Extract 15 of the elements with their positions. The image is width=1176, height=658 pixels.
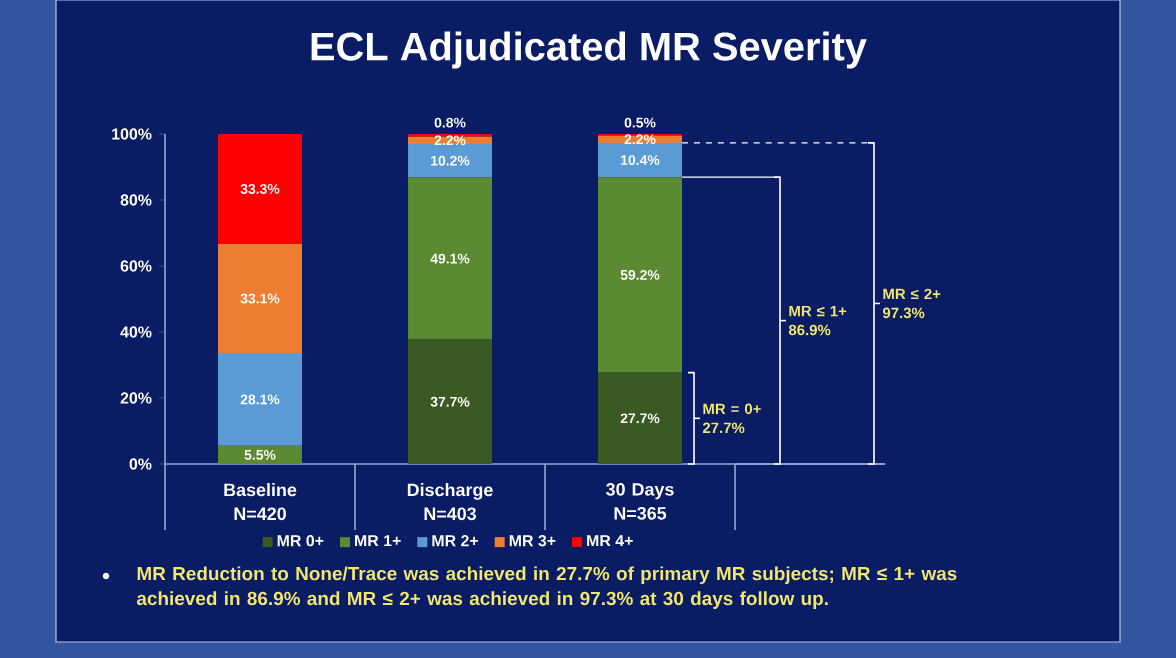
x-tick-label: Baseline N=420 — [224, 483, 297, 521]
x-tick-label: 30 Days N=365 — [606, 483, 674, 520]
x-tick-label: Discharge N=403 — [407, 483, 493, 521]
chart-title: ECL Adjudicated MR Severity — [311, 31, 867, 69]
bar — [598, 142, 683, 178]
bar — [408, 143, 493, 178]
bar — [218, 134, 303, 244]
bar — [218, 445, 303, 464]
bar — [408, 339, 493, 464]
text: MR Reduction to None/Trace was achieved in 27.7% of primary MR subjects; MR ≤ 1+ was achieved in 86.9% and MR ≤ 2+ was achieved in 97.3% at 30 days follow up. — [136, 566, 957, 609]
bar — [598, 372, 683, 464]
bar — [408, 177, 493, 340]
bar — [218, 243, 303, 354]
bar — [218, 353, 303, 446]
bar — [598, 177, 683, 373]
